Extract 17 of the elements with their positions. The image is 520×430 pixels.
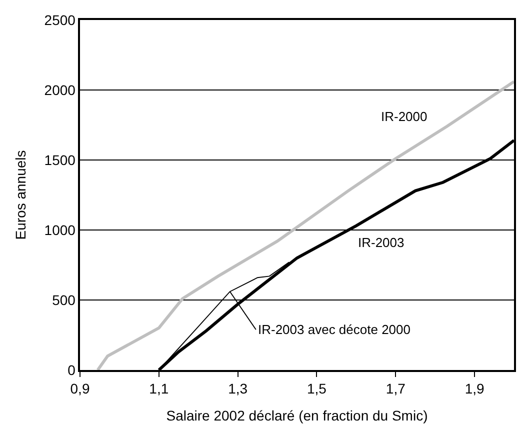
y-tick-label: 1000 [44, 222, 76, 238]
x-tick-label: 1,7 [386, 380, 406, 397]
series-label: IR-2000 [381, 109, 428, 124]
x-axis-title: Salaire 2002 déclaré (en fraction du Smic) [166, 407, 428, 424]
y-tick-label: 500 [52, 292, 76, 308]
x-tick-label: 1,1 [149, 380, 169, 397]
x-tick-label: 1,3 [228, 380, 248, 397]
x-tick-label: 1,5 [306, 380, 327, 397]
y-tick-label: 2000 [44, 82, 76, 98]
y-tick-label: 0 [68, 362, 76, 378]
annotation: IR-2003 avec décote 2000 [258, 322, 410, 337]
y-axis-title: Euros annuels [12, 150, 28, 240]
series-label: IR-2003 [358, 235, 404, 250]
y-tick-label: 1500 [44, 152, 76, 168]
x-tick-label: 0,9 [70, 380, 90, 397]
x-tick-label: 1,9 [464, 380, 484, 397]
y-tick-label: 2500 [44, 12, 76, 28]
